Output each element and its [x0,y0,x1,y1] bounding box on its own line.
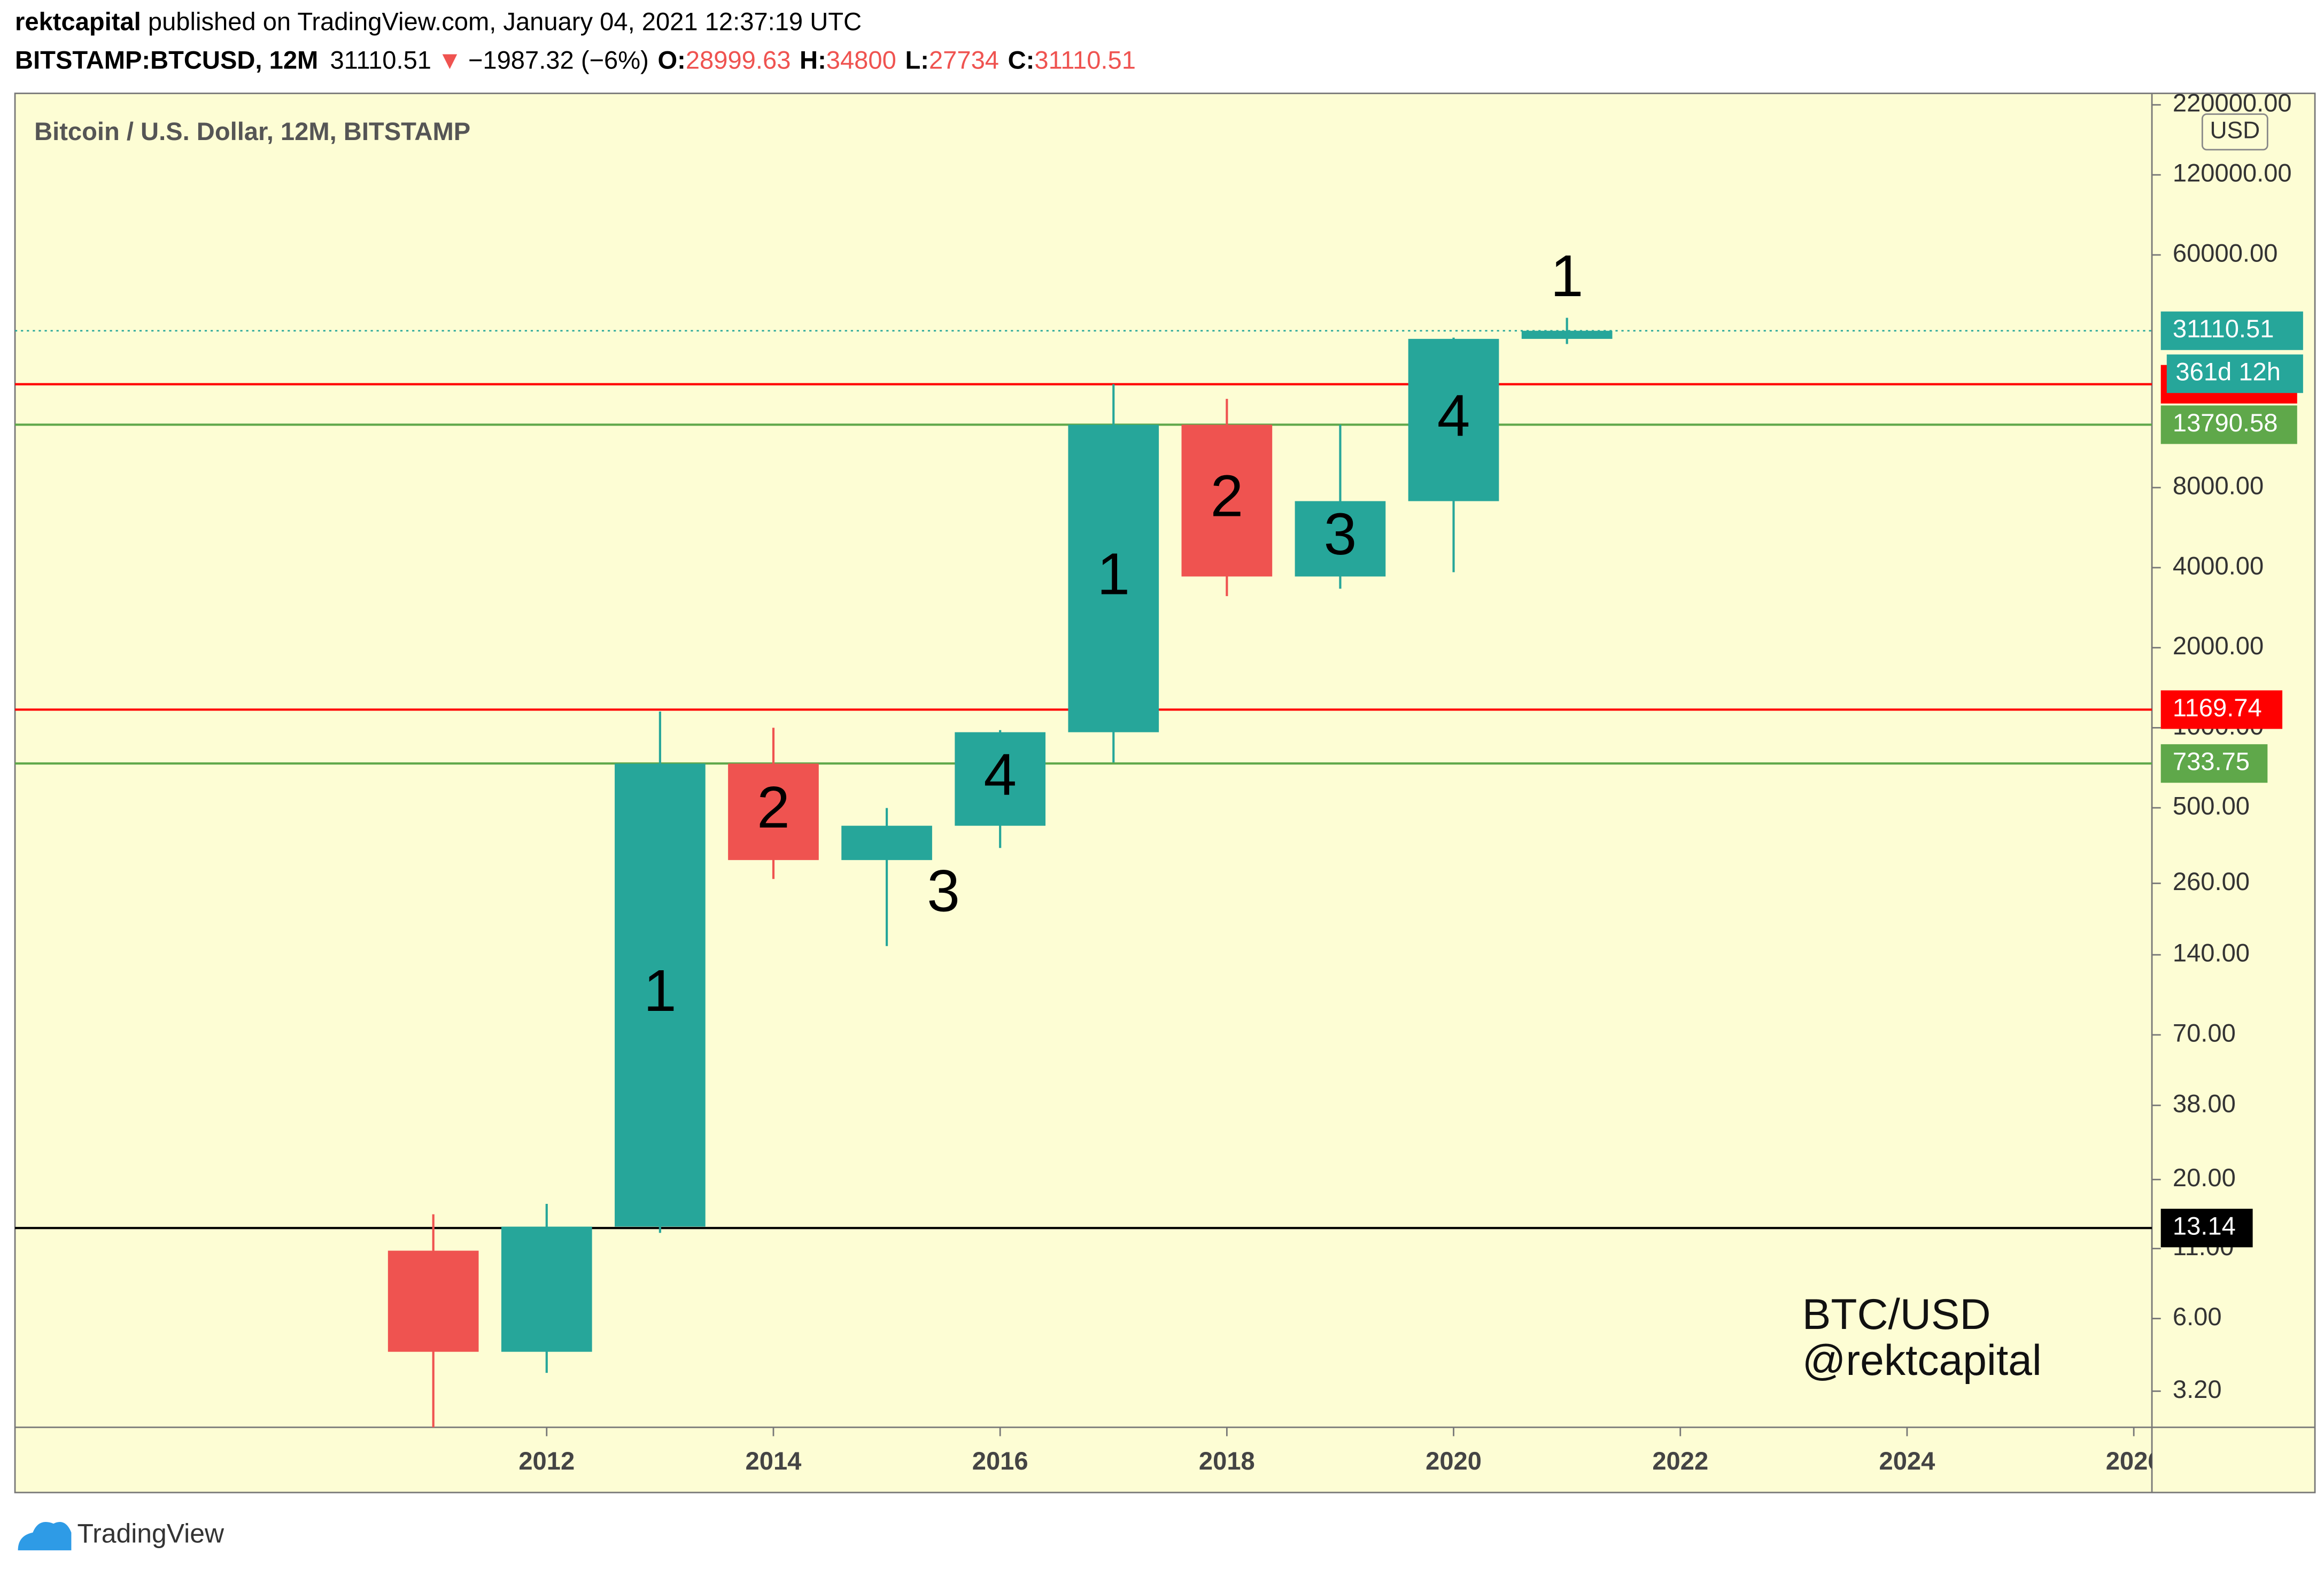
countdown-box [2166,354,2303,393]
candle-body [388,1250,479,1352]
y-tick-label: 120000.00 [2173,159,2292,187]
last-price: 31110.51 [330,46,431,74]
change: −1987.32 (−6%) [468,46,649,74]
logo-icon [18,1522,72,1551]
cycle-label: 1 [644,957,677,1024]
unit-label: USD [2210,117,2260,143]
y-tick-label: 6.00 [2173,1302,2222,1331]
x-tick-label: 2016 [972,1447,1028,1475]
level-tag: 13790.58 [2160,405,2297,444]
cycle-label: 3 [927,858,960,924]
cycle-label: 2 [757,774,790,840]
cycle-label: 4 [1437,382,1470,449]
watermark-line: BTC/USD [1802,1290,1991,1339]
level-tag-label: 13790.58 [2173,408,2278,437]
candle-body [615,763,706,1227]
l-label: L: [905,46,928,74]
y-tick-label: 4000.00 [2173,551,2264,579]
x-tick-label: 2022 [1652,1447,1708,1475]
watermark-line: @rektcapital [1802,1336,2042,1385]
y-tick-label: 140.00 [2173,939,2250,967]
level-tag-box [2160,405,2297,444]
author: rektcapital [15,7,141,36]
y-tick-label: 3.20 [2173,1375,2222,1403]
candle-body [501,1226,592,1352]
level-tag: 1169.74 [2160,690,2283,729]
x-tick-label: 2024 [1879,1447,1935,1475]
cycle-label: 1 [1097,540,1130,607]
candle-body [1521,330,1613,339]
level-tag-box [2160,690,2283,729]
brand: TradingView [77,1519,224,1549]
tradingview-logo: TradingView [18,1519,224,1551]
candle-body [955,732,1046,826]
published: published on TradingView.com, January 04… [148,7,862,36]
candle-body [1181,424,1273,577]
level-tag-box [2160,1209,2253,1248]
x-tick-label: 2018 [1199,1447,1255,1475]
c-value: 31110.51 [1034,46,1136,74]
candle-body [728,763,819,860]
y-tick-label: 220000.00 [2173,89,2292,117]
x-tick-label: 2026 [2106,1447,2162,1475]
countdown: 361d 12h [2175,358,2281,386]
level-tag-label: 733.75 [2173,747,2250,776]
candle-body [1295,501,1386,577]
x-tick-label: 2020 [1426,1447,1482,1475]
y-tick-label: 38.00 [2173,1089,2236,1117]
candle-body [1068,424,1159,732]
c-label: C: [1008,46,1035,74]
y-tick-label: 70.00 [2173,1018,2236,1047]
y-tick-label: 20.00 [2173,1163,2236,1192]
chart-title: Bitcoin / U.S. Dollar, 12M, BITSTAMP [34,117,470,145]
y-tick-label: 500.00 [2173,792,2250,820]
header-line-2: BITSTAMP:BTCUSD, 12M 31110.51 ▼ −1987.32 (−… [15,46,1136,74]
cycle-label: 1 [1551,243,1584,309]
level-tag: 13.14 [2160,1209,2253,1248]
arrow: ▼ [437,46,462,74]
cycle-label: 2 [1211,463,1244,529]
y-tick-label: 60000.00 [2173,238,2278,267]
candle-body [1408,338,1499,501]
x-tick-label: 2012 [518,1447,575,1475]
o-value: 28999.63 [686,46,791,74]
cycle-label: 4 [983,741,1017,807]
h-value: 34800 [826,46,896,74]
level-tag-label: 13.14 [2173,1212,2236,1240]
level-tag-box [2160,744,2268,783]
last-price-box [2160,311,2303,350]
unit-box [2201,113,2268,151]
header-line-1: rektcapital published on TradingView.com… [15,7,862,36]
chart-frame [14,92,2316,1494]
o-label: O: [657,46,685,74]
y-tick-label: 2000.00 [2173,631,2264,660]
y-tick-label: 8000.00 [2173,471,2264,500]
candle-body [841,825,932,860]
last-price-label: 31110.51 [2173,314,2274,343]
level-tag: 733.75 [2160,744,2268,783]
symbol: BITSTAMP:BTCUSD, 12M [15,46,318,74]
l-value: 27734 [929,46,999,74]
level-tag-label: 1169.74 [2173,693,2262,722]
h-label: H: [800,46,826,74]
y-tick-label: 260.00 [2173,867,2250,895]
cycle-label: 3 [1324,501,1357,567]
x-tick-label: 2014 [746,1447,802,1475]
